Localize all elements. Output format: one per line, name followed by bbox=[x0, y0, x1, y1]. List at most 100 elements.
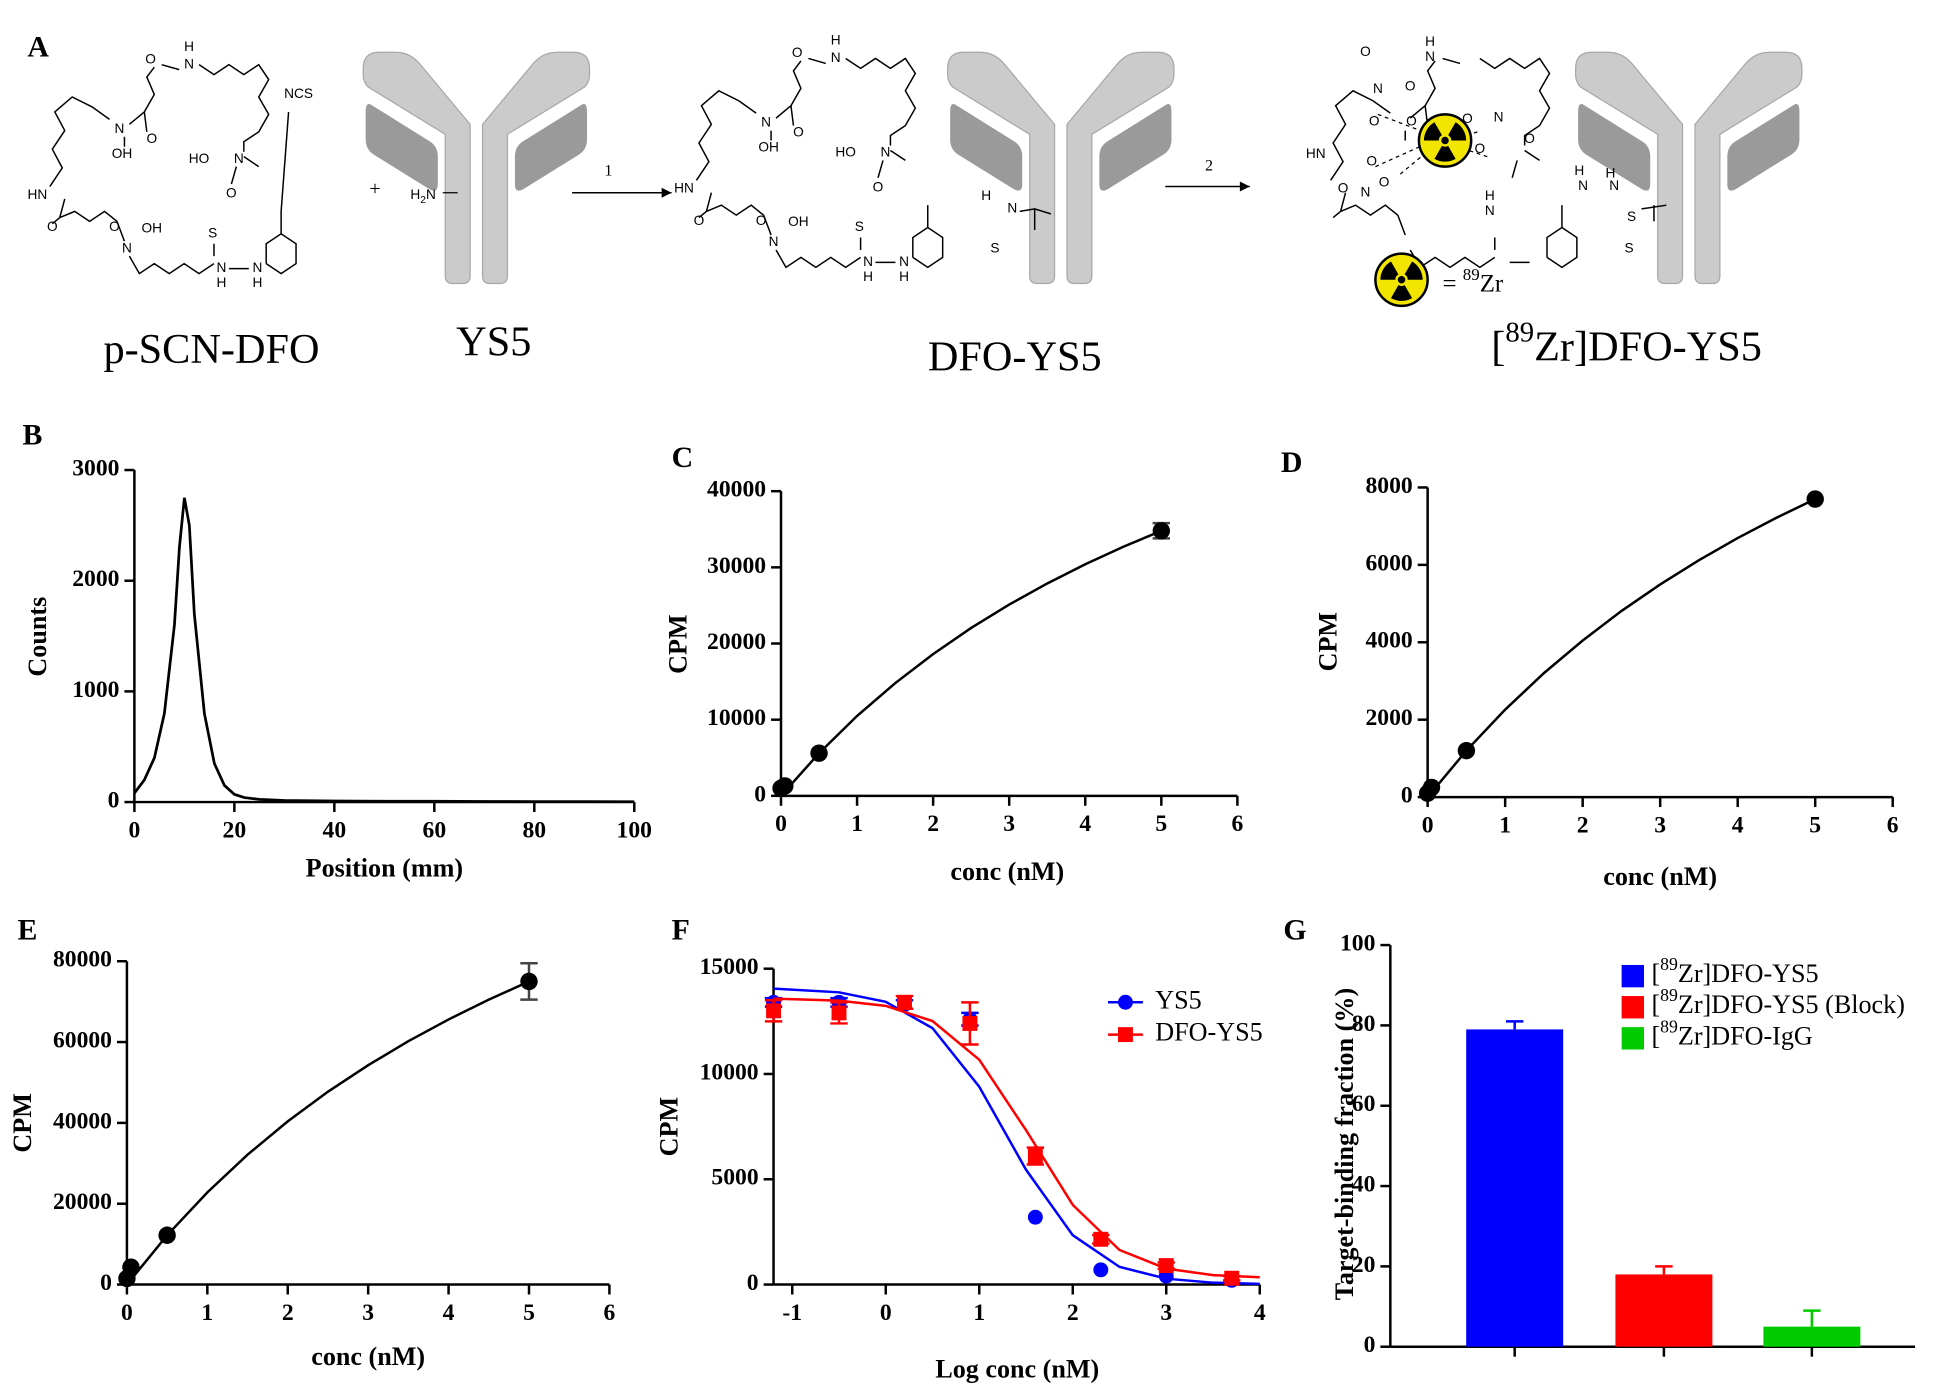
x-tick-label: 5 bbox=[1809, 812, 1821, 838]
atom-label: H bbox=[1574, 163, 1584, 178]
legend-key: = 89Zr bbox=[1443, 265, 1504, 297]
fit-curve bbox=[780, 529, 1162, 797]
atom-label: S bbox=[208, 225, 217, 240]
panel-letter: D bbox=[1281, 446, 1303, 479]
atom-label: O bbox=[1462, 111, 1473, 126]
chart: E 0 20000 40000 60000 80000 0 1 2 3 4 5 6 conc (nM) CP… bbox=[8, 913, 616, 1371]
antibody bbox=[362, 51, 591, 285]
atom-label: H bbox=[863, 269, 873, 284]
panel-letter: B bbox=[22, 419, 42, 452]
x-tick-label: 5 bbox=[523, 1300, 535, 1326]
atom-label: H bbox=[899, 269, 909, 284]
x-axis-title: conc (nM) bbox=[950, 857, 1064, 886]
x-tick-label: 1 bbox=[1499, 812, 1511, 838]
x-tick-label: 2 bbox=[1067, 1300, 1079, 1326]
point bbox=[1806, 490, 1824, 508]
x-tick-label: 0 bbox=[121, 1300, 133, 1326]
atom-label: HO bbox=[835, 145, 855, 160]
point bbox=[1422, 778, 1441, 797]
fit-curve bbox=[125, 980, 530, 1286]
point bbox=[776, 777, 794, 795]
legend-label: [89Zr]DFO-YS5 bbox=[1651, 954, 1818, 988]
x-tick-label: 40 bbox=[323, 817, 347, 843]
x-tick-label: 3 bbox=[1003, 811, 1015, 837]
atom-label: O bbox=[47, 219, 58, 234]
y-tick-label: 0 bbox=[1401, 783, 1413, 809]
atom-label: H bbox=[216, 275, 226, 290]
atom-label: N bbox=[1007, 201, 1017, 216]
x-tick-label: 2 bbox=[927, 811, 939, 837]
x-tick-label: 2 bbox=[1577, 812, 1589, 838]
atom-label: H bbox=[1605, 166, 1615, 181]
point bbox=[520, 972, 538, 991]
atom-label: HN bbox=[1306, 146, 1326, 161]
atom-label: H2N bbox=[410, 187, 435, 207]
y-tick-label: 1000 bbox=[72, 677, 119, 703]
x-axis-title: conc (nM) bbox=[311, 1342, 425, 1371]
compound-label: p-SCN-DFO bbox=[103, 326, 319, 373]
atom-label: O bbox=[145, 51, 156, 66]
bond bbox=[1641, 204, 1667, 222]
atom-label: O bbox=[873, 179, 884, 194]
y-tick-label: 10000 bbox=[700, 1059, 759, 1085]
x-tick-label: 6 bbox=[1231, 811, 1243, 837]
point bbox=[766, 1003, 782, 1019]
x-tick-label: 1 bbox=[973, 1300, 985, 1326]
atom-label: H bbox=[253, 275, 263, 290]
x-tick-label: 3 bbox=[1160, 1300, 1172, 1326]
point bbox=[158, 1226, 176, 1244]
point bbox=[1093, 1231, 1109, 1247]
y-axis-title: CPM bbox=[663, 614, 692, 673]
error-bar bbox=[1505, 1020, 1524, 1030]
y-tick-label: 6000 bbox=[1365, 550, 1412, 576]
chart: B 0 1000 2000 3000 0 20 40 60 80 100 Position (mm) C… bbox=[22, 419, 652, 883]
point bbox=[831, 1005, 847, 1021]
atom-label: O bbox=[1369, 113, 1380, 128]
x-tick-label: 0 bbox=[880, 1300, 892, 1326]
atom-label: O bbox=[792, 45, 803, 60]
step-label: 2 bbox=[1205, 157, 1213, 174]
y-tick-label: 0 bbox=[754, 781, 766, 807]
atom-label: OH bbox=[112, 146, 132, 161]
y-tick-label: 2000 bbox=[1365, 705, 1412, 731]
y-tick-label: 60 bbox=[1352, 1091, 1376, 1117]
x-tick-label: 4 bbox=[1254, 1300, 1266, 1326]
atom-label: HO bbox=[189, 151, 209, 166]
y-tick-label: 40000 bbox=[707, 477, 766, 503]
compound-label: DFO-YS5 bbox=[928, 333, 1102, 380]
y-tick-label: 40 bbox=[1352, 1171, 1376, 1197]
y-tick-label: 15000 bbox=[700, 954, 759, 980]
point bbox=[896, 994, 912, 1010]
atom-label: O bbox=[1524, 131, 1535, 146]
atom-label: N bbox=[1361, 184, 1371, 199]
line bbox=[133, 497, 635, 804]
point bbox=[1093, 1262, 1109, 1278]
x-tick-label: 4 bbox=[1079, 811, 1091, 837]
atom-label: OH bbox=[788, 214, 808, 229]
x-tick-label: 4 bbox=[443, 1300, 455, 1326]
legend-marker bbox=[1118, 994, 1133, 1010]
point bbox=[962, 1015, 978, 1031]
atom-label: OH bbox=[142, 220, 162, 235]
atom-label: H bbox=[184, 39, 194, 54]
y-tick-label: 0 bbox=[747, 1270, 759, 1296]
atom-label: O bbox=[1360, 44, 1371, 59]
atom-label: N bbox=[1373, 81, 1383, 96]
error-bar bbox=[1655, 1265, 1673, 1275]
atom-label: N bbox=[1425, 49, 1435, 64]
y-tick-label: 20000 bbox=[707, 629, 766, 655]
legend-label: [89Zr]DFO-IgG bbox=[1651, 1016, 1812, 1050]
atom-label: N bbox=[831, 50, 841, 65]
atom-label: H bbox=[1425, 34, 1435, 49]
structure bbox=[695, 57, 944, 269]
atom-label: N bbox=[234, 151, 244, 166]
y-tick-label: 20000 bbox=[53, 1189, 112, 1215]
legend-swatch bbox=[1621, 1027, 1645, 1050]
legend-label: YS5 bbox=[1155, 985, 1201, 1014]
x-tick-label: 2 bbox=[282, 1300, 294, 1326]
error-bar bbox=[1803, 1309, 1821, 1327]
atom-label: O bbox=[226, 186, 237, 201]
x-tick-label: 0 bbox=[1422, 812, 1434, 838]
x-tick-label: 5 bbox=[1155, 811, 1167, 837]
